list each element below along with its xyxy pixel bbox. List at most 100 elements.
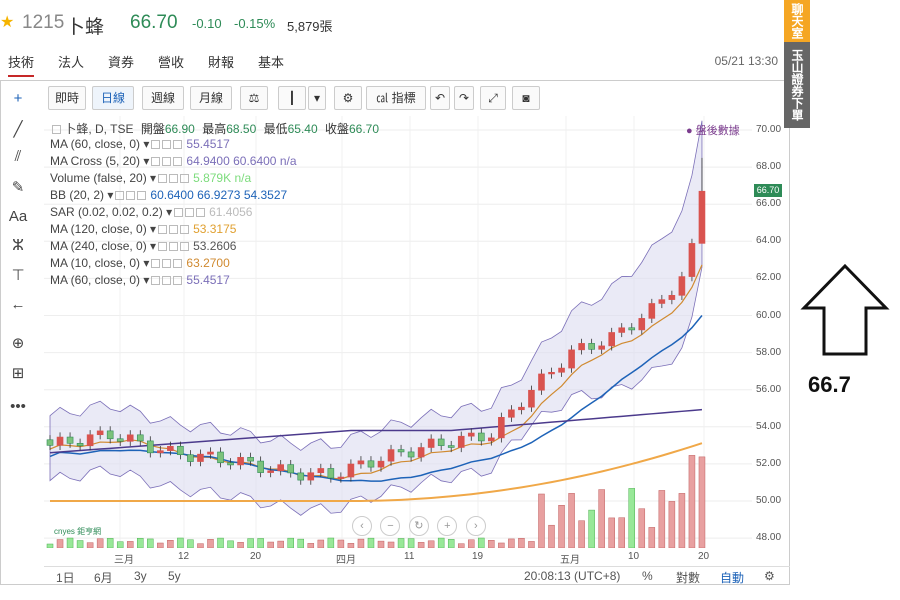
candlestick: [177, 445, 184, 456]
candlestick: [478, 432, 485, 442]
settings-icon[interactable]: [169, 242, 179, 252]
close-icon[interactable]: [180, 174, 190, 184]
settings-icon[interactable]: [169, 174, 179, 184]
visibility-icon[interactable]: [158, 225, 168, 235]
price-axis[interactable]: 70.00 68.00 66.00 64.00 62.00 60.00 58.00 56.00…: [752, 116, 788, 548]
close-icon[interactable]: [173, 276, 183, 286]
close-icon[interactable]: [180, 225, 190, 235]
candlestick: [227, 462, 234, 466]
candlestick: [337, 476, 345, 479]
broker-order-tab[interactable]: 玉山證券下單: [784, 42, 810, 128]
reset-icon[interactable]: ↻: [408, 516, 429, 536]
indicators-button[interactable]: ㎈ 指標: [366, 86, 426, 110]
chevron-down-icon[interactable]: ▾: [308, 86, 326, 110]
study-legend-item[interactable]: MA (120, close, 0) ▾ 53.3175: [50, 222, 236, 236]
settings-gear-icon[interactable]: ⚙: [764, 569, 775, 583]
candlestick-icon[interactable]: ┃: [278, 86, 306, 110]
volume-bar: [397, 538, 405, 549]
close-icon[interactable]: [196, 208, 206, 218]
trendline-icon[interactable]: ╱: [13, 121, 23, 138]
visibility-icon[interactable]: [151, 157, 161, 167]
study-legend-item[interactable]: Volume (false, 20) ▾ 5.879K n/a: [50, 171, 251, 185]
visibility-icon[interactable]: [174, 208, 184, 218]
tab-institutional[interactable]: 法人: [58, 55, 85, 70]
redo-icon[interactable]: ↷: [454, 86, 474, 110]
zoom-icon[interactable]: ⊕: [11, 335, 25, 352]
time-axis[interactable]: 三月 12 20 四月 11 19 五月 10 20: [44, 548, 752, 566]
visibility-icon[interactable]: [158, 242, 168, 252]
zoom-in-icon[interactable]: +: [437, 516, 458, 536]
log-toggle[interactable]: 對數: [676, 571, 701, 585]
tab-financials[interactable]: 財報: [208, 55, 235, 70]
settings-icon[interactable]: [162, 140, 172, 150]
close-icon[interactable]: [180, 242, 190, 252]
volume-bar: [588, 509, 595, 549]
compare-icon[interactable]: ⚖: [240, 86, 268, 110]
range-6m[interactable]: 6月: [94, 571, 113, 585]
high-value: 68.50: [226, 122, 257, 136]
undo-icon[interactable]: ↶: [430, 86, 450, 110]
chatroom-tab[interactable]: 聊天室: [784, 0, 810, 42]
more-icon[interactable]: •••: [10, 398, 26, 415]
collapse-icon[interactable]: [52, 125, 61, 135]
auto-toggle[interactable]: 自動: [720, 571, 745, 585]
candlestick: [106, 430, 114, 440]
study-legend-item[interactable]: MA (60, close, 0) ▾ 55.4517: [50, 137, 230, 151]
star-icon[interactable]: ★: [0, 14, 15, 31]
tab-revenue[interactable]: 營收: [158, 55, 185, 70]
range-1d[interactable]: 1日: [56, 571, 75, 585]
back-arrow-icon[interactable]: ←: [10, 296, 26, 313]
legend-main: 卜蜂, D, TSE 開盤66.90 最高68.50 最低65.40 收盤66.…: [50, 120, 379, 137]
study-legend-item[interactable]: MA (60, close, 0) ▾ 55.4517: [50, 273, 230, 287]
study-legend-item[interactable]: MA Cross (5, 20) ▾ 64.9400 60.6400 n/a: [50, 154, 297, 168]
projection-icon[interactable]: ⊤: [11, 267, 25, 284]
after-hours-link[interactable]: ● 盤後數據: [686, 125, 740, 137]
pattern-icon[interactable]: ⵣ: [12, 237, 24, 254]
visibility-icon[interactable]: [115, 191, 125, 201]
visibility-icon[interactable]: [151, 140, 161, 150]
volume-bar: [508, 538, 515, 549]
fibonacci-icon[interactable]: ⫽: [14, 148, 22, 165]
percent-toggle[interactable]: %: [642, 569, 653, 583]
volume-bar: [548, 524, 555, 549]
tab-margin[interactable]: 資券: [108, 55, 135, 70]
study-legend-item[interactable]: SAR (0.02, 0.02, 0.2) ▾ 61.4056: [50, 205, 252, 219]
volume-bar: [247, 538, 254, 549]
fullscreen-icon[interactable]: ⤢: [480, 86, 506, 110]
settings-icon[interactable]: [162, 276, 172, 286]
study-legend-item[interactable]: MA (10, close, 0) ▾ 63.2700: [50, 256, 230, 270]
close-icon[interactable]: [137, 191, 147, 201]
close-icon[interactable]: [173, 140, 183, 150]
range-3y[interactable]: 3y: [134, 569, 147, 583]
settings-gear-icon[interactable]: ⚙: [334, 86, 362, 110]
settings-icon[interactable]: [162, 259, 172, 269]
crosshair-icon[interactable]: +: [13, 90, 23, 107]
range-5y[interactable]: 5y: [168, 569, 181, 583]
visibility-icon[interactable]: [151, 259, 161, 269]
tab-technical[interactable]: 技術: [8, 52, 35, 77]
study-legend-item[interactable]: BB (20, 2) ▾ 60.6400 66.9273 54.3527: [50, 188, 287, 202]
monthly-button[interactable]: 月線: [190, 86, 232, 110]
settings-icon[interactable]: [126, 191, 136, 201]
close-icon[interactable]: [173, 157, 183, 167]
text-tool-icon[interactable]: Aa: [8, 208, 28, 225]
settings-icon[interactable]: [169, 225, 179, 235]
scroll-right-icon[interactable]: ›: [465, 516, 486, 536]
study-legend-item[interactable]: MA (240, close, 0) ▾ 53.2606: [50, 239, 236, 253]
visibility-icon[interactable]: [158, 174, 168, 184]
zoom-out-icon[interactable]: −: [380, 516, 401, 536]
settings-icon[interactable]: [162, 157, 172, 167]
realtime-button[interactable]: 即時: [48, 86, 86, 110]
brush-icon[interactable]: ✎: [11, 179, 25, 196]
daily-button[interactable]: 日線: [92, 86, 134, 110]
settings-icon[interactable]: [185, 208, 195, 218]
scroll-left-icon[interactable]: ‹: [352, 516, 372, 536]
measure-icon[interactable]: ⊞: [11, 365, 25, 382]
camera-icon[interactable]: ◙: [512, 86, 540, 110]
close-icon[interactable]: [173, 259, 183, 269]
tab-bar: 技術 法人 資券 營收 財報 基本 05/21 13:30: [0, 46, 790, 77]
tab-basic[interactable]: 基本: [258, 55, 285, 70]
weekly-button[interactable]: 週線: [142, 86, 184, 110]
visibility-icon[interactable]: [151, 276, 161, 286]
chart-plot-area[interactable]: 卜蜂, D, TSE 開盤66.90 最高68.50 最低65.40 收盤66.…: [44, 116, 752, 549]
